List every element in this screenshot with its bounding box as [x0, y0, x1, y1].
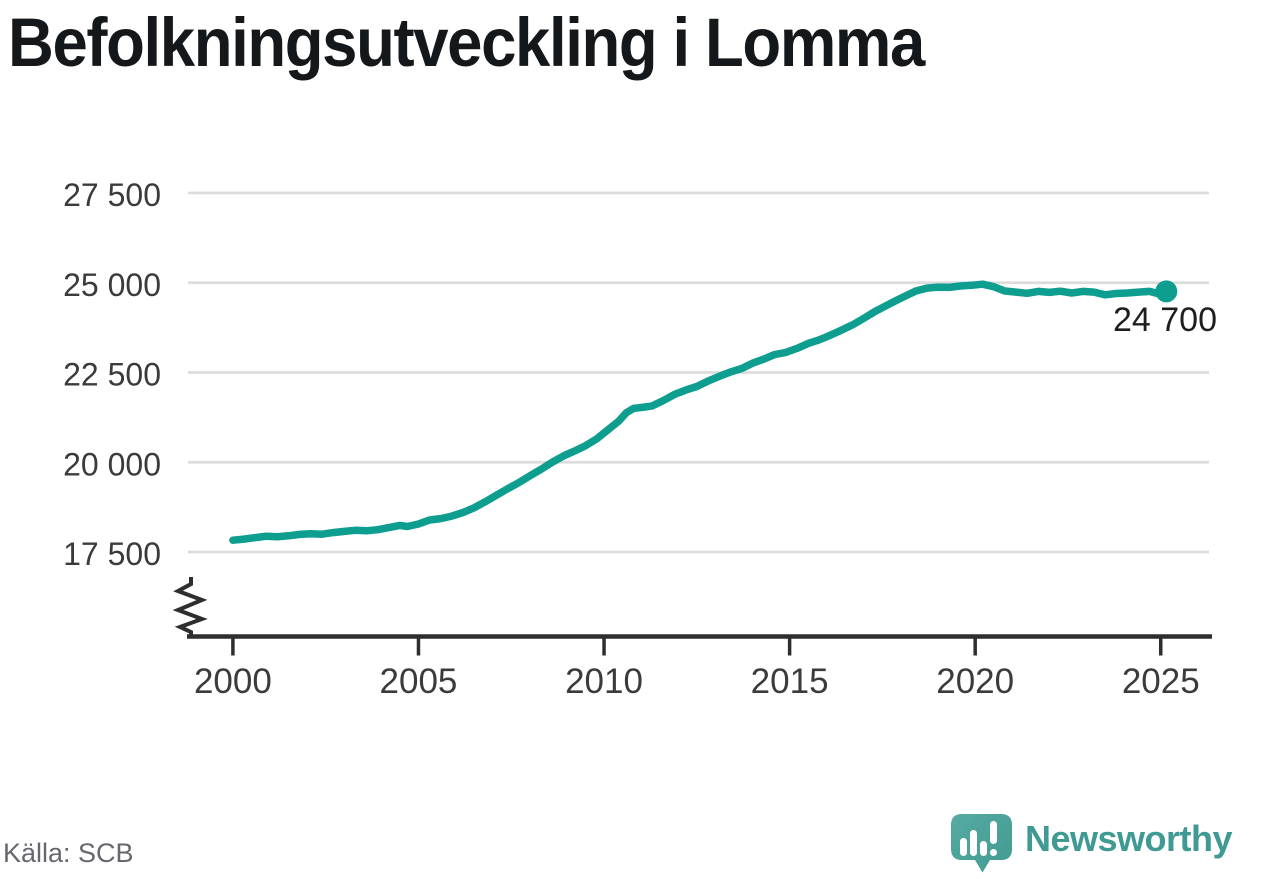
- x-axis: 2000 2005 2010 2015 2020 2025: [187, 634, 1212, 701]
- newsworthy-logo: Newsworthy: [951, 814, 1233, 874]
- x-axis-label: 2010: [565, 662, 643, 701]
- x-axis-label: 2005: [380, 662, 458, 701]
- y-axis-label: 17 500: [63, 536, 161, 572]
- gridlines: [188, 191, 1209, 554]
- source-note: Källa: SCB: [3, 838, 134, 868]
- x-axis-label: 2000: [194, 662, 272, 701]
- x-axis-label: 2015: [751, 662, 829, 701]
- y-axis-label: 27 500: [63, 177, 161, 213]
- axis-break-icon: [172, 577, 208, 636]
- chart-title: Befolkningsutveckling i Lomma: [8, 4, 925, 81]
- last-value-label: 24 700: [1113, 301, 1217, 339]
- y-axis-label: 22 500: [63, 357, 161, 393]
- x-axis-label: 2025: [1122, 662, 1200, 701]
- newsworthy-wordmark: Newsworthy: [1025, 818, 1233, 859]
- y-axis-label: 20 000: [63, 446, 161, 482]
- bar-chart-exclamation-glyph: [960, 821, 997, 856]
- population-line: [229, 280, 1171, 544]
- x-axis-label: 2020: [936, 662, 1014, 701]
- newsworthy-logo-icon: [951, 814, 1012, 873]
- y-axis-labels: 17 500 20 000 22 500 25 000 27 500: [63, 177, 161, 572]
- last-point-marker: [1155, 280, 1178, 303]
- y-axis-label: 25 000: [63, 267, 161, 303]
